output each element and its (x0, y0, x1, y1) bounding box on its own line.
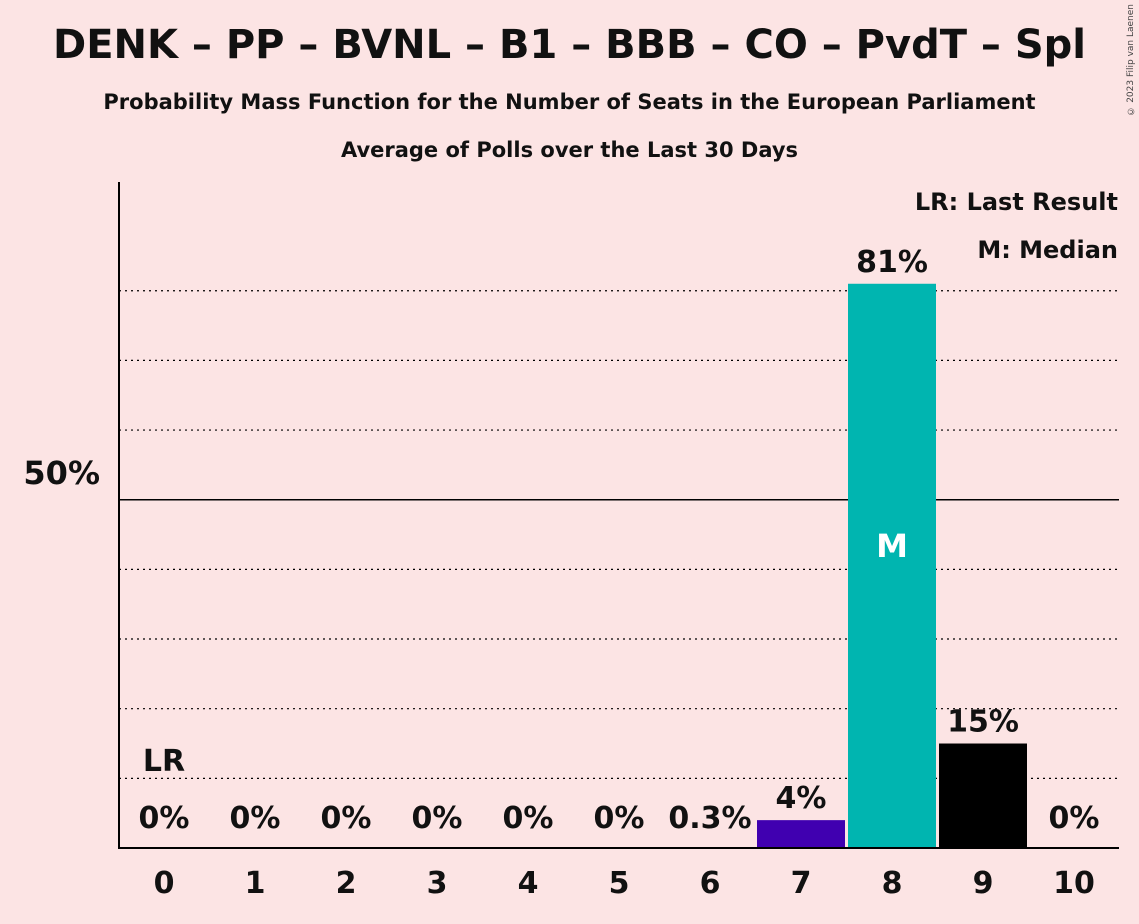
data-label-2: 0% (321, 801, 372, 836)
data-label-8: 81% (856, 245, 928, 280)
data-label-4: 0% (503, 801, 554, 836)
x-tick-label-3: 3 (427, 866, 448, 901)
legend-median: M: Median (977, 236, 1118, 264)
x-tick-labels: 0 1 2 3 4 5 6 7 8 9 10 (154, 866, 1095, 901)
median-marker: M (876, 527, 908, 565)
chart-subtitle-secondary: Average of Polls over the Last 30 Days (340, 138, 799, 162)
data-label-1: 0% (230, 801, 281, 836)
x-tick-label-9: 9 (973, 866, 994, 901)
x-tick-label-4: 4 (518, 866, 539, 901)
data-labels: 0% 0% 0% 0% 0% 0% 0.3% 4% 81% 15% 0% M LR (139, 245, 1100, 836)
x-tick-label-5: 5 (609, 866, 630, 901)
x-tick-label-7: 7 (791, 866, 812, 901)
data-label-0: 0% (139, 801, 190, 836)
legend-last-result: LR: Last Result (915, 188, 1118, 216)
data-label-7: 4% (776, 781, 827, 816)
y-tick-label-50: 50% (23, 454, 100, 492)
bars (757, 283, 1027, 848)
x-tick-label-0: 0 (154, 866, 175, 901)
data-label-6: 0.3% (668, 801, 751, 836)
chart-subtitle: Probability Mass Function for the Number… (103, 90, 1036, 114)
x-tick-label-10: 10 (1053, 866, 1095, 901)
last-result-marker: LR (143, 744, 185, 779)
bar-9 (939, 743, 1027, 848)
bar-8 (848, 283, 936, 848)
data-label-3: 0% (412, 801, 463, 836)
x-tick-label-6: 6 (700, 866, 721, 901)
gridlines (119, 290, 1119, 779)
bar-7 (757, 820, 845, 848)
data-label-5: 0% (594, 801, 645, 836)
x-tick-label-1: 1 (245, 866, 266, 901)
x-tick-label-2: 2 (336, 866, 357, 901)
data-label-10: 0% (1049, 801, 1100, 836)
x-tick-label-8: 8 (882, 866, 903, 901)
data-label-9: 15% (947, 705, 1019, 740)
chart-title: DENK – PP – BVNL – B1 – BBB – CO – PvdT … (53, 22, 1086, 68)
